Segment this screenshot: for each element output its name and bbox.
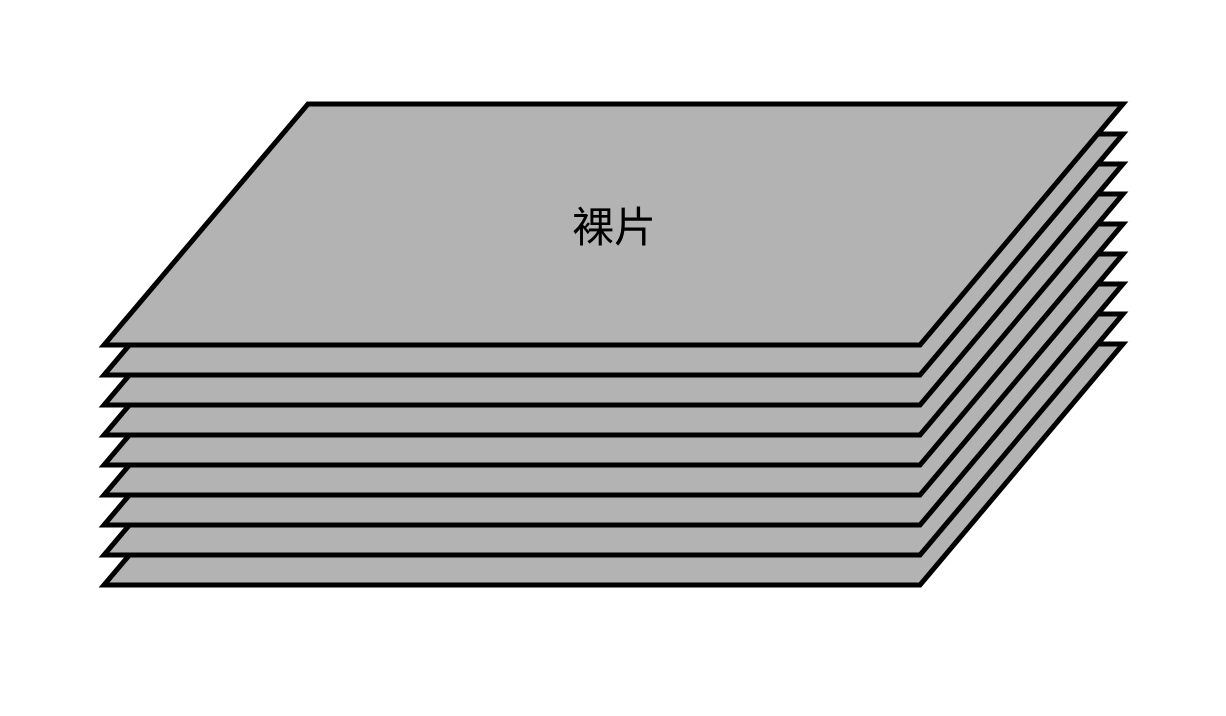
die-label: 裸片 [572, 203, 656, 252]
die-stack [98, 101, 1129, 588]
die-layer-top [98, 101, 1129, 348]
